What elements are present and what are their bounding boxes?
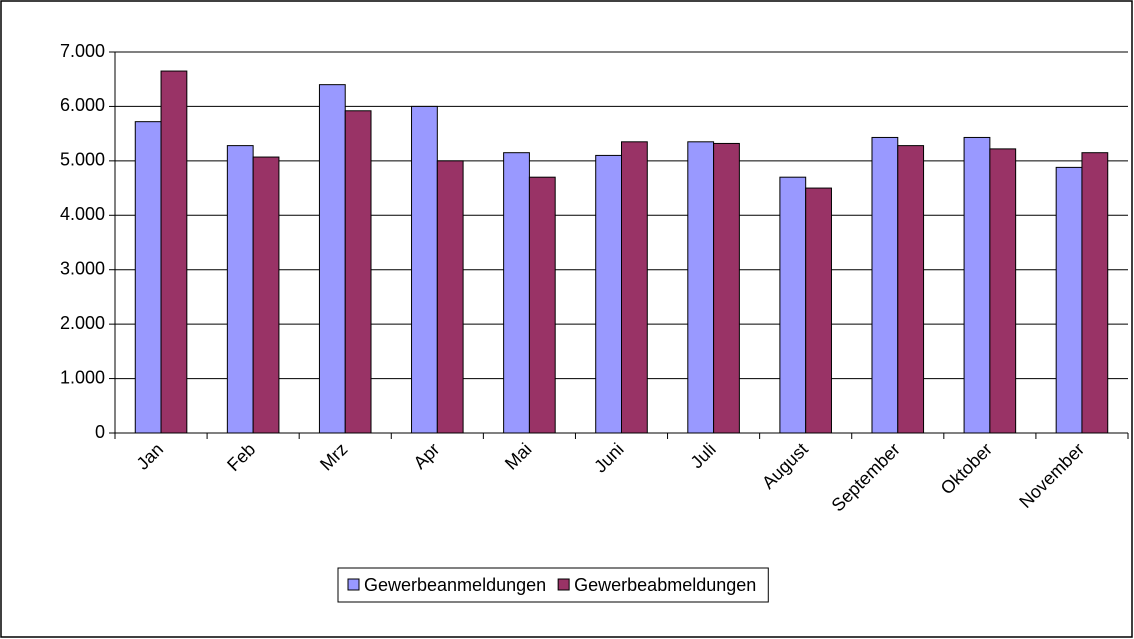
bar [1081, 152, 1109, 434]
bar [595, 154, 622, 434]
y-tick-label: 4.000 [60, 204, 105, 224]
y-tick-label: 3.000 [60, 258, 105, 278]
bar [528, 176, 556, 434]
bar [160, 70, 188, 434]
y-tick-label: 7.000 [60, 41, 105, 61]
bar [134, 121, 162, 434]
legend: Gewerbeanmeldungen Gewerbeabmeldungen [337, 567, 769, 603]
legend-swatch [347, 578, 360, 591]
y-tick-label: 0 [95, 422, 105, 442]
y-tick-label: 6.000 [60, 95, 105, 115]
y-tick-label: 5.000 [60, 150, 105, 170]
bar [226, 145, 254, 434]
bar [436, 160, 464, 434]
bar [713, 142, 740, 434]
y-tick-label: 2.000 [60, 313, 105, 333]
bar [805, 187, 832, 434]
bar [687, 141, 715, 434]
bar [344, 110, 372, 434]
legend-box [337, 567, 769, 603]
bar [989, 148, 1017, 434]
y-tick-label: 1.000 [60, 367, 105, 387]
legend-label: Gewerbeabmeldungen [574, 575, 756, 595]
bar [318, 84, 346, 434]
bar [1055, 166, 1083, 434]
bar [503, 152, 530, 434]
legend-label: Gewerbeanmeldungen [364, 575, 546, 595]
bar [621, 141, 648, 434]
bar [897, 145, 925, 434]
bar [963, 136, 991, 434]
bar [411, 105, 438, 434]
bar [252, 156, 280, 434]
bar [871, 136, 899, 434]
bar [779, 176, 807, 434]
legend-swatch [557, 578, 570, 591]
